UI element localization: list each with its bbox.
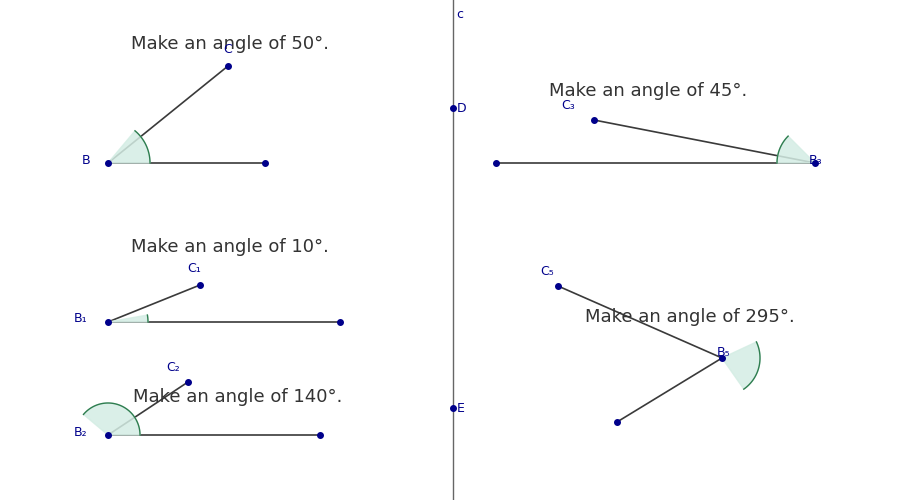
Text: E: E: [457, 402, 465, 414]
Text: C₁: C₁: [187, 262, 201, 275]
Polygon shape: [84, 403, 140, 435]
Polygon shape: [108, 315, 148, 322]
Text: B₃: B₃: [808, 154, 822, 166]
Text: B₂: B₂: [74, 426, 87, 438]
Text: Make an angle of 140°.: Make an angle of 140°.: [133, 388, 343, 406]
Text: Make an angle of 295°.: Make an angle of 295°.: [585, 308, 795, 326]
Polygon shape: [722, 342, 760, 389]
Text: C: C: [223, 43, 232, 56]
Text: C₃: C₃: [562, 99, 575, 112]
Text: B: B: [81, 154, 90, 166]
Text: C₅: C₅: [540, 265, 554, 278]
Text: Make an angle of 50°.: Make an angle of 50°.: [131, 35, 329, 53]
Polygon shape: [108, 131, 150, 163]
Text: c: c: [456, 8, 463, 21]
Text: C₂: C₂: [166, 361, 180, 374]
Text: D: D: [457, 102, 466, 114]
Text: Make an angle of 45°.: Make an angle of 45°.: [549, 82, 747, 100]
Text: B₅: B₅: [716, 346, 730, 358]
Polygon shape: [777, 136, 815, 163]
Text: B₁: B₁: [74, 312, 87, 326]
Text: Make an angle of 10°.: Make an angle of 10°.: [131, 238, 328, 256]
